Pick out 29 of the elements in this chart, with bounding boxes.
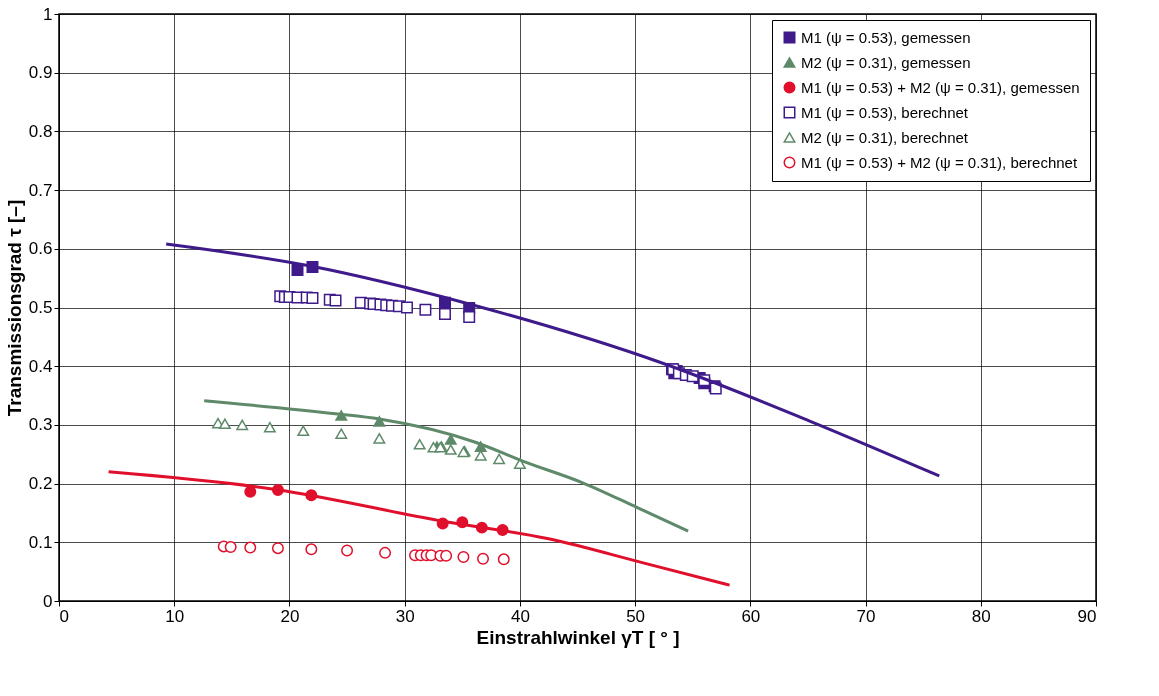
x-tick-label: 90 bbox=[1077, 606, 1097, 626]
legend-label: M1 (ψ = 0.53) + M2 (ψ = 0.31), berechnet bbox=[801, 153, 1078, 171]
x-tick-label: 20 bbox=[280, 606, 300, 626]
legend-label: M1 (ψ = 0.53) + M2 (ψ = 0.31), gemessen bbox=[801, 78, 1080, 96]
y-tick-label: 0.9 bbox=[28, 63, 53, 83]
y-axis-title: Transmissionsgrad τ [–] bbox=[3, 199, 25, 417]
y-tick-label: 0.3 bbox=[28, 415, 53, 435]
legend-label: M1 (ψ = 0.53), gemessen bbox=[801, 28, 971, 46]
y-tick-label: 0.5 bbox=[28, 298, 53, 317]
x-tick-label: 30 bbox=[395, 606, 415, 626]
y-tick-label: 0.4 bbox=[28, 356, 53, 376]
y-tick-label: 0.6 bbox=[28, 239, 53, 259]
legend-label: M1 (ψ = 0.53), berechnet bbox=[801, 103, 969, 121]
x-tick-label: 50 bbox=[626, 606, 646, 626]
y-tick-label: 0.8 bbox=[28, 121, 53, 141]
y-tick-label: 0.1 bbox=[28, 532, 53, 552]
y-tick-label: 0.7 bbox=[28, 180, 53, 200]
y-tick-label: 1 bbox=[43, 4, 53, 24]
x-tick-label: 60 bbox=[741, 606, 761, 626]
legend-label: M2 (ψ = 0.31), gemessen bbox=[801, 53, 971, 71]
x-tick-label: 0 bbox=[59, 606, 69, 626]
x-tick-label: 40 bbox=[510, 606, 530, 626]
x-tick-label: 80 bbox=[971, 606, 991, 626]
y-tick-label: 0.2 bbox=[28, 474, 53, 494]
y-tick-label: 0 bbox=[43, 591, 53, 611]
x-tick-label: 10 bbox=[165, 606, 185, 626]
x-tick-label: 70 bbox=[856, 606, 876, 626]
x-axis-title: Einstrahlwinkel γT [ ° ] bbox=[476, 626, 680, 648]
legend-label: M2 (ψ = 0.31), berechnet bbox=[801, 128, 969, 146]
